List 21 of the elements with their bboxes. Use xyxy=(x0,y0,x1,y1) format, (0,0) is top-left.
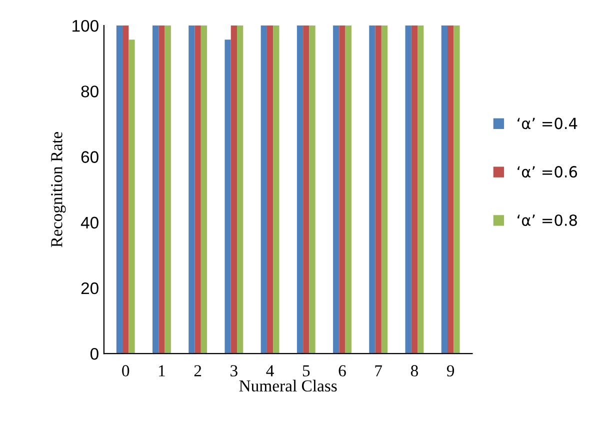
x-tick-label: 3 xyxy=(230,365,238,376)
legend-label: ‘α’ =0.8 xyxy=(518,214,577,226)
x-tick-label: 9 xyxy=(446,365,454,376)
x-tick-label: 8 xyxy=(410,365,418,376)
y-tick-label: 40 xyxy=(80,216,98,229)
y-tick-label: 100 xyxy=(72,20,98,32)
y-tick-label: 60 xyxy=(81,151,98,163)
x-tick-label: 4 xyxy=(266,365,274,376)
legend-label: ‘α’ =0.4 xyxy=(518,118,578,130)
x-axis-title: Numeral Class xyxy=(239,380,337,392)
x-tick-label: 1 xyxy=(159,365,165,376)
x-tick-label: 5 xyxy=(302,365,310,376)
y-axis-title: Recognition Rate xyxy=(51,132,66,248)
y-tick-label: 80 xyxy=(81,86,98,98)
x-tick-label: 6 xyxy=(338,365,346,376)
y-tick-label: 0 xyxy=(90,348,98,360)
x-tick-label: 2 xyxy=(194,365,202,376)
x-tick-label: 0 xyxy=(122,365,130,376)
y-tick-label: 20 xyxy=(81,282,98,294)
x-tick-label: 7 xyxy=(375,365,382,376)
legend-label: ‘α’ =0.6 xyxy=(518,166,578,178)
